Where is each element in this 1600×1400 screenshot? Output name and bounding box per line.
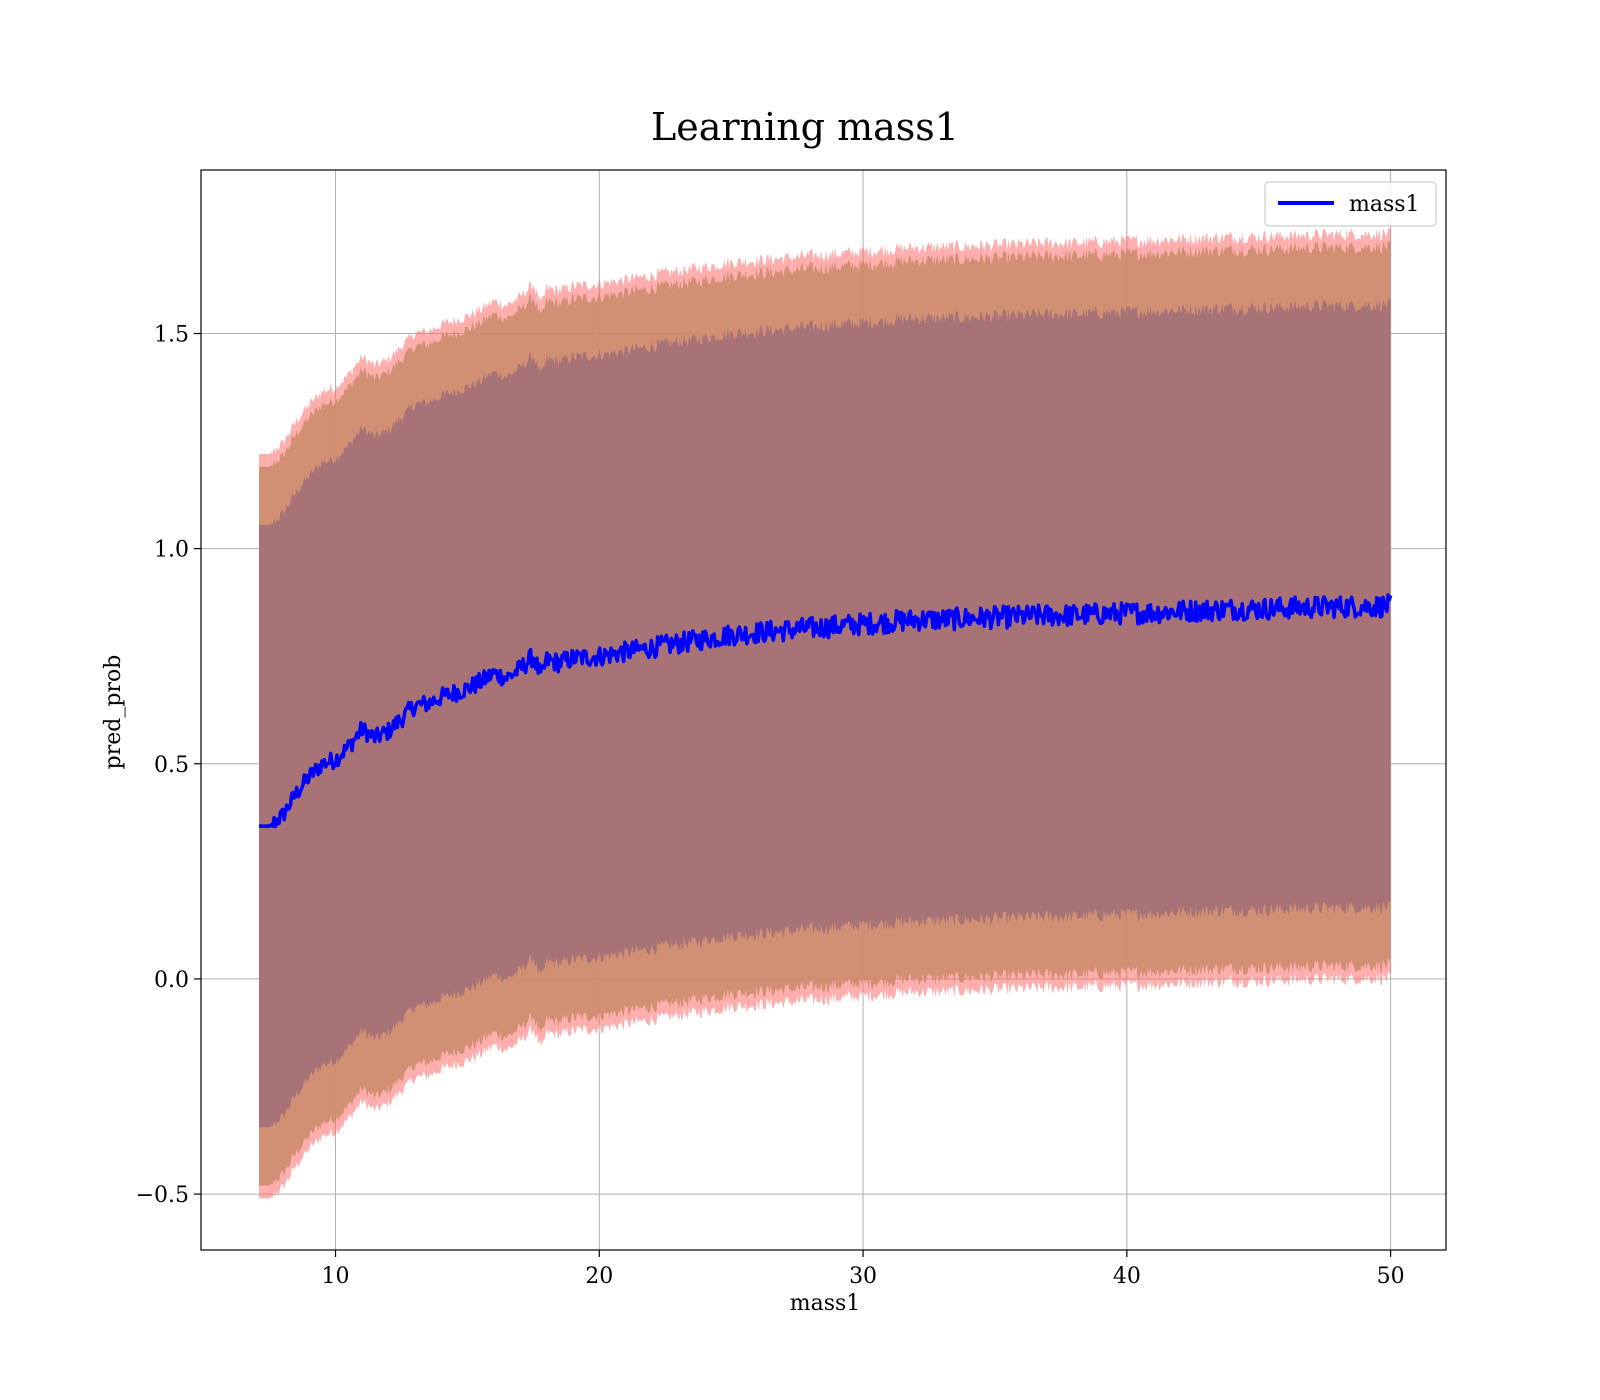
band-area-2 xyxy=(259,297,1391,1128)
x-tick-label: 20 xyxy=(585,1264,613,1289)
x-tick-label: 30 xyxy=(849,1264,877,1289)
series-lines xyxy=(258,593,1393,829)
y-tick-label: 0.0 xyxy=(154,968,189,993)
x-tick-label: 40 xyxy=(1113,1264,1141,1289)
y-tick-label: 0.5 xyxy=(154,753,189,778)
y-tick-label: 1.0 xyxy=(154,538,189,563)
plot-area xyxy=(201,170,1446,1250)
y-axis-label: pred_prob xyxy=(101,655,126,770)
confidence-bands xyxy=(259,226,1391,1199)
chart-title: Learning mass1 xyxy=(651,105,959,149)
x-tick-label: 10 xyxy=(322,1264,350,1289)
x-tick-label: 50 xyxy=(1377,1264,1405,1289)
axis-ticks: 10 20 30 40 50 −0.5 0.0 0.5 1.0 1.5 xyxy=(136,323,1405,1289)
y-tick-label: −0.5 xyxy=(136,1183,189,1208)
axes-frame xyxy=(200,169,1447,1251)
legend-box xyxy=(1264,181,1437,227)
y-tick-label: 1.5 xyxy=(154,323,189,348)
legend-label: mass1 xyxy=(1349,192,1420,217)
x-axis-label: mass1 xyxy=(790,1291,861,1316)
legend: mass1 xyxy=(1264,181,1437,227)
series-line-mass1 xyxy=(258,593,1393,829)
